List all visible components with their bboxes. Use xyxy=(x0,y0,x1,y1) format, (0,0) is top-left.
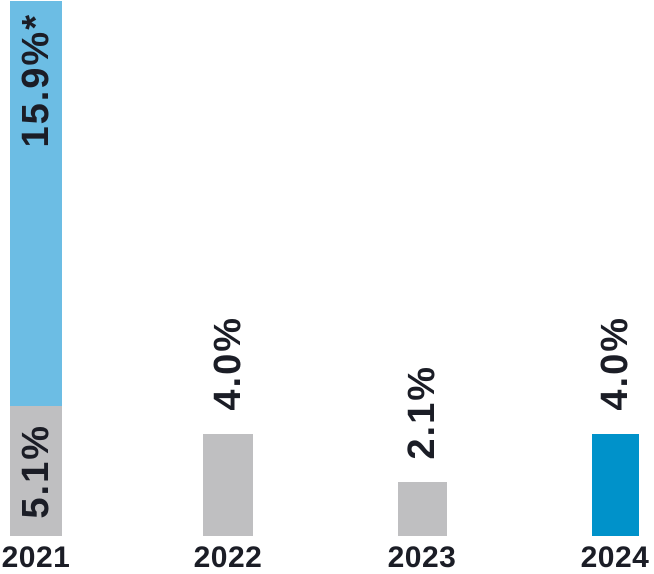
value-label-2021-blue: 15.9%* xyxy=(15,12,57,148)
bar-group-2024: 4.0% 2024 xyxy=(550,0,654,574)
bar-segment-2021-gray: 5.1% xyxy=(10,406,62,536)
value-label-2024: 4.0% xyxy=(594,316,636,411)
bar-group-2022: 4.0% 2022 xyxy=(163,0,293,574)
bar-stack-2023 xyxy=(397,482,447,536)
bar-group-2023: 2.1% 2023 xyxy=(357,0,487,574)
bar-segment-2023 xyxy=(397,482,447,536)
bar-stack-2024 xyxy=(591,434,639,536)
x-axis-label-2022: 2022 xyxy=(193,541,263,574)
x-axis-label-2024: 2024 xyxy=(580,541,650,574)
bar-group-2021: 15.9%* 5.1% 2021 xyxy=(0,0,101,574)
x-axis-label-2021: 2021 xyxy=(1,541,71,574)
bar-stack-2021: 15.9%* 5.1% xyxy=(10,0,62,536)
bar-segment-2021-blue: 15.9%* xyxy=(10,0,62,406)
bar-segment-2022 xyxy=(203,434,253,536)
value-label-2022: 4.0% xyxy=(207,316,249,411)
value-label-2023: 2.1% xyxy=(401,364,443,460)
bar-stack-2022 xyxy=(203,434,253,536)
bar-segment-2024 xyxy=(591,434,639,536)
x-axis-label-2023: 2023 xyxy=(387,541,457,574)
value-label-2021-gray: 5.1% xyxy=(15,423,57,519)
